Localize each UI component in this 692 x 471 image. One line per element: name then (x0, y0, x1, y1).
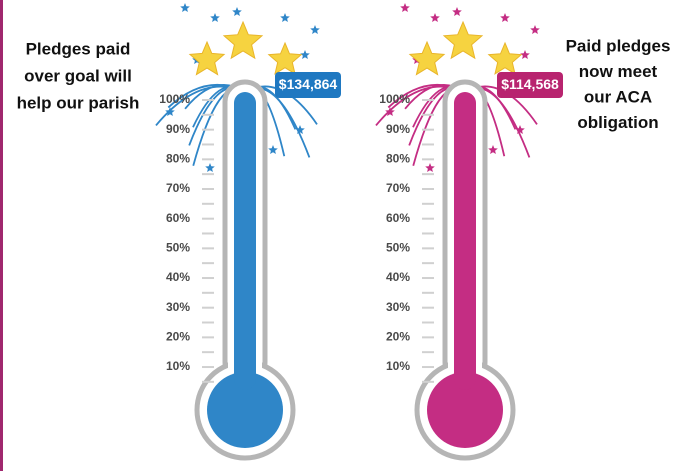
y-tick-label: 90% (386, 122, 410, 136)
y-tick-label: 80% (386, 152, 410, 166)
y-tick-label: 10% (166, 359, 190, 373)
y-tick-label: 20% (166, 330, 190, 344)
y-tick-label: 80% (166, 152, 190, 166)
y-tick-label: 90% (166, 122, 190, 136)
y-tick-label: 50% (386, 241, 410, 255)
y-tick-label: 60% (386, 211, 410, 225)
left-border (0, 0, 3, 471)
y-tick-label: 30% (386, 300, 410, 314)
infographic: 10% 20% 30% 40% 50% 60% 70% 80% 90% 100% $134,864 P… (0, 0, 692, 471)
y-tick-label: 30% (166, 300, 190, 314)
note-line: Pledges paid (26, 39, 131, 58)
y-tick-label: 20% (386, 330, 410, 344)
y-tick-label: 40% (386, 270, 410, 284)
y-tick-label: 100% (379, 92, 410, 106)
y-tick-label: 40% (166, 270, 190, 284)
note-line: obligation (577, 113, 658, 132)
y-tick-label: 50% (166, 241, 190, 255)
note-line: now meet (579, 62, 658, 81)
y-tick-label: 60% (166, 211, 190, 225)
note-line: our ACA (584, 87, 652, 106)
note-line: help our parish (17, 93, 140, 112)
y-tick-label: 70% (166, 181, 190, 195)
fill-level (454, 92, 476, 390)
fill-level (234, 92, 256, 390)
amount-label: $134,864 (279, 76, 338, 92)
y-tick-label: 10% (386, 359, 410, 373)
note-line: over goal will (24, 66, 132, 85)
y-tick-label: 70% (386, 181, 410, 195)
amount-label: $114,568 (501, 76, 559, 92)
y-tick-label: 100% (159, 92, 190, 106)
note-line: Paid pledges (566, 36, 671, 55)
